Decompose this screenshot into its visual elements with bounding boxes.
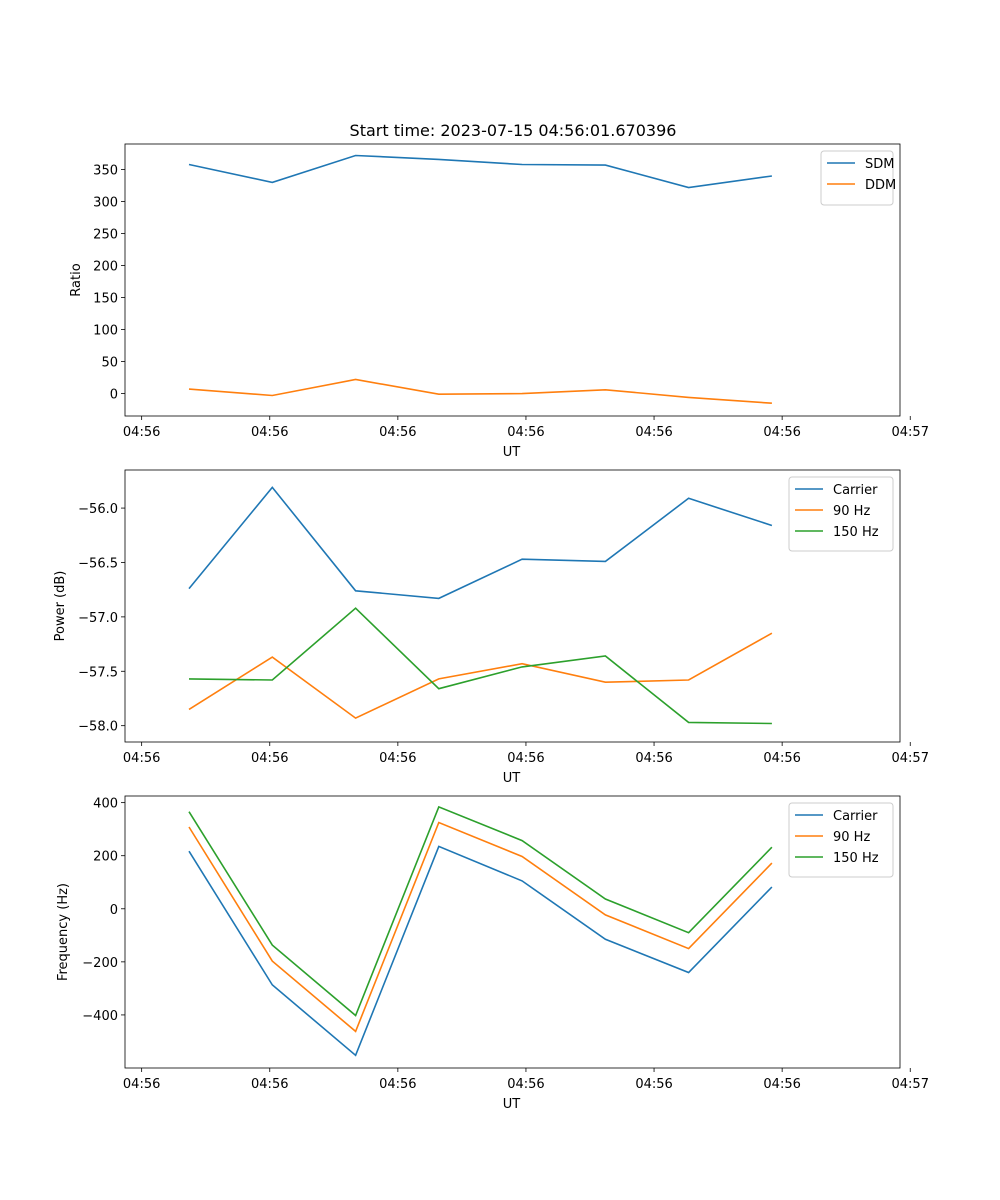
- power-x-tick-label-0: 04:56: [123, 751, 160, 766]
- frequency-x-tick-label-5: 04:56: [763, 1077, 800, 1092]
- frequency-series-line-carrier: [188, 845, 773, 1057]
- frequency-series-line-90-hz: [188, 821, 773, 1033]
- power-x-tick-label-3: 04:56: [507, 751, 544, 766]
- ratio-legend-label-sdm: SDM: [865, 157, 894, 172]
- frequency-y-tick-label-3: 200: [93, 850, 118, 865]
- power-x-tick-label-5: 04:56: [763, 751, 800, 766]
- ratio-plot-frame: [124, 143, 901, 417]
- frequency-legend: Carrier 90 Hz 150 Hz: [788, 802, 894, 878]
- ratio-x-tick-label-1: 04:56: [251, 425, 288, 440]
- power-series-line-150-hz: [188, 607, 772, 725]
- ratio-y-tick-label-2: 100: [93, 324, 118, 339]
- ratio-legend-label-ddm: DDM: [865, 178, 896, 193]
- ratio-x-tick-label-6: 04:57: [892, 425, 929, 440]
- power-y-tick-label-4: −56.0: [78, 502, 118, 517]
- power-legend-label-90-hz: 90 Hz: [833, 504, 870, 519]
- power-plot-frame: [124, 469, 901, 743]
- ratio-x-tick-label-0: 04:56: [123, 425, 160, 440]
- power-panel: 04:56 04:56 04:56 04:56 04:56 04:56 04:57 −58.0…: [53, 469, 929, 786]
- power-x-axis-label: UT: [503, 771, 521, 786]
- power-y-tick-label-0: −58.0: [78, 720, 118, 735]
- figure-title: Start time: 2023-07-15 04:56:01.670396: [350, 121, 677, 140]
- power-y-axis-label: Power (dB): [53, 571, 68, 642]
- frequency-x-tick-label-6: 04:57: [892, 1077, 929, 1092]
- ratio-y-axis-label: Ratio: [69, 263, 84, 296]
- frequency-x-tick-label-1: 04:56: [251, 1077, 288, 1092]
- frequency-y-axis-label: Frequency (Hz): [56, 883, 71, 981]
- power-legend-label-150-hz: 150 Hz: [833, 525, 879, 540]
- power-x-tick-label-6: 04:57: [892, 751, 929, 766]
- power-legend-box: [788, 476, 894, 552]
- power-y-tick-label-3: −56.5: [78, 556, 118, 571]
- frequency-y-tick-label-4: 400: [93, 797, 118, 812]
- frequency-y-tick-label-1: −200: [82, 956, 118, 971]
- power-y-tick-label-1: −57.5: [78, 665, 118, 680]
- ratio-x-tick-label-4: 04:56: [635, 425, 672, 440]
- frequency-legend-box: [788, 802, 894, 878]
- power-x-tick-label-2: 04:56: [379, 751, 416, 766]
- frequency-x-tick-label-0: 04:56: [123, 1077, 160, 1092]
- frequency-plot-frame: [124, 795, 901, 1069]
- ratio-x-tick-label-3: 04:56: [507, 425, 544, 440]
- ratio-series-line-sdm: [188, 154, 773, 189]
- ratio-y-tick-label-4: 200: [93, 260, 118, 275]
- power-y-tick-label-2: −57.0: [78, 611, 118, 626]
- ratio-legend: SDM DDM: [820, 150, 896, 206]
- ratio-legend-box: [820, 150, 894, 206]
- ratio-series-line-ddm: [188, 378, 772, 404]
- frequency-y-tick-label-2: 0: [110, 903, 118, 918]
- ratio-panel: 04:56 04:56 04:56 04:56 04:56 04:56 04:57 0 50 10…: [69, 143, 929, 460]
- frequency-panel: 04:56 04:56 04:56 04:56 04:56 04:56 04:57 −400 −…: [56, 795, 929, 1112]
- frequency-x-tick-label-4: 04:56: [635, 1077, 672, 1092]
- frequency-legend-label-150-hz: 150 Hz: [833, 851, 879, 866]
- ratio-y-tick-label-1: 50: [101, 356, 118, 371]
- power-legend: Carrier 90 Hz 150 Hz: [788, 476, 894, 552]
- ratio-y-tick-label-5: 250: [93, 228, 118, 243]
- power-x-tick-label-1: 04:56: [251, 751, 288, 766]
- frequency-legend-label-carrier: Carrier: [833, 809, 878, 824]
- ratio-y-tick-label-0: 0: [110, 388, 118, 403]
- ratio-x-tick-label-5: 04:56: [763, 425, 800, 440]
- ratio-y-tick-label-6: 300: [93, 196, 118, 211]
- frequency-y-tick-label-0: −400: [82, 1009, 118, 1024]
- power-series-line-carrier: [188, 486, 773, 600]
- power-x-tick-label-4: 04:56: [635, 751, 672, 766]
- ratio-x-axis-label: UT: [503, 445, 521, 460]
- frequency-x-tick-label-2: 04:56: [379, 1077, 416, 1092]
- frequency-series-line-150-hz: [188, 805, 773, 1017]
- frequency-x-tick-label-3: 04:56: [507, 1077, 544, 1092]
- ratio-y-tick-label-3: 150: [93, 292, 118, 307]
- ratio-x-tick-label-2: 04:56: [379, 425, 416, 440]
- power-legend-label-carrier: Carrier: [833, 483, 878, 498]
- frequency-legend-label-90-hz: 90 Hz: [833, 830, 870, 845]
- ratio-y-tick-label-7: 350: [93, 164, 118, 179]
- frequency-x-axis-label: UT: [503, 1097, 521, 1112]
